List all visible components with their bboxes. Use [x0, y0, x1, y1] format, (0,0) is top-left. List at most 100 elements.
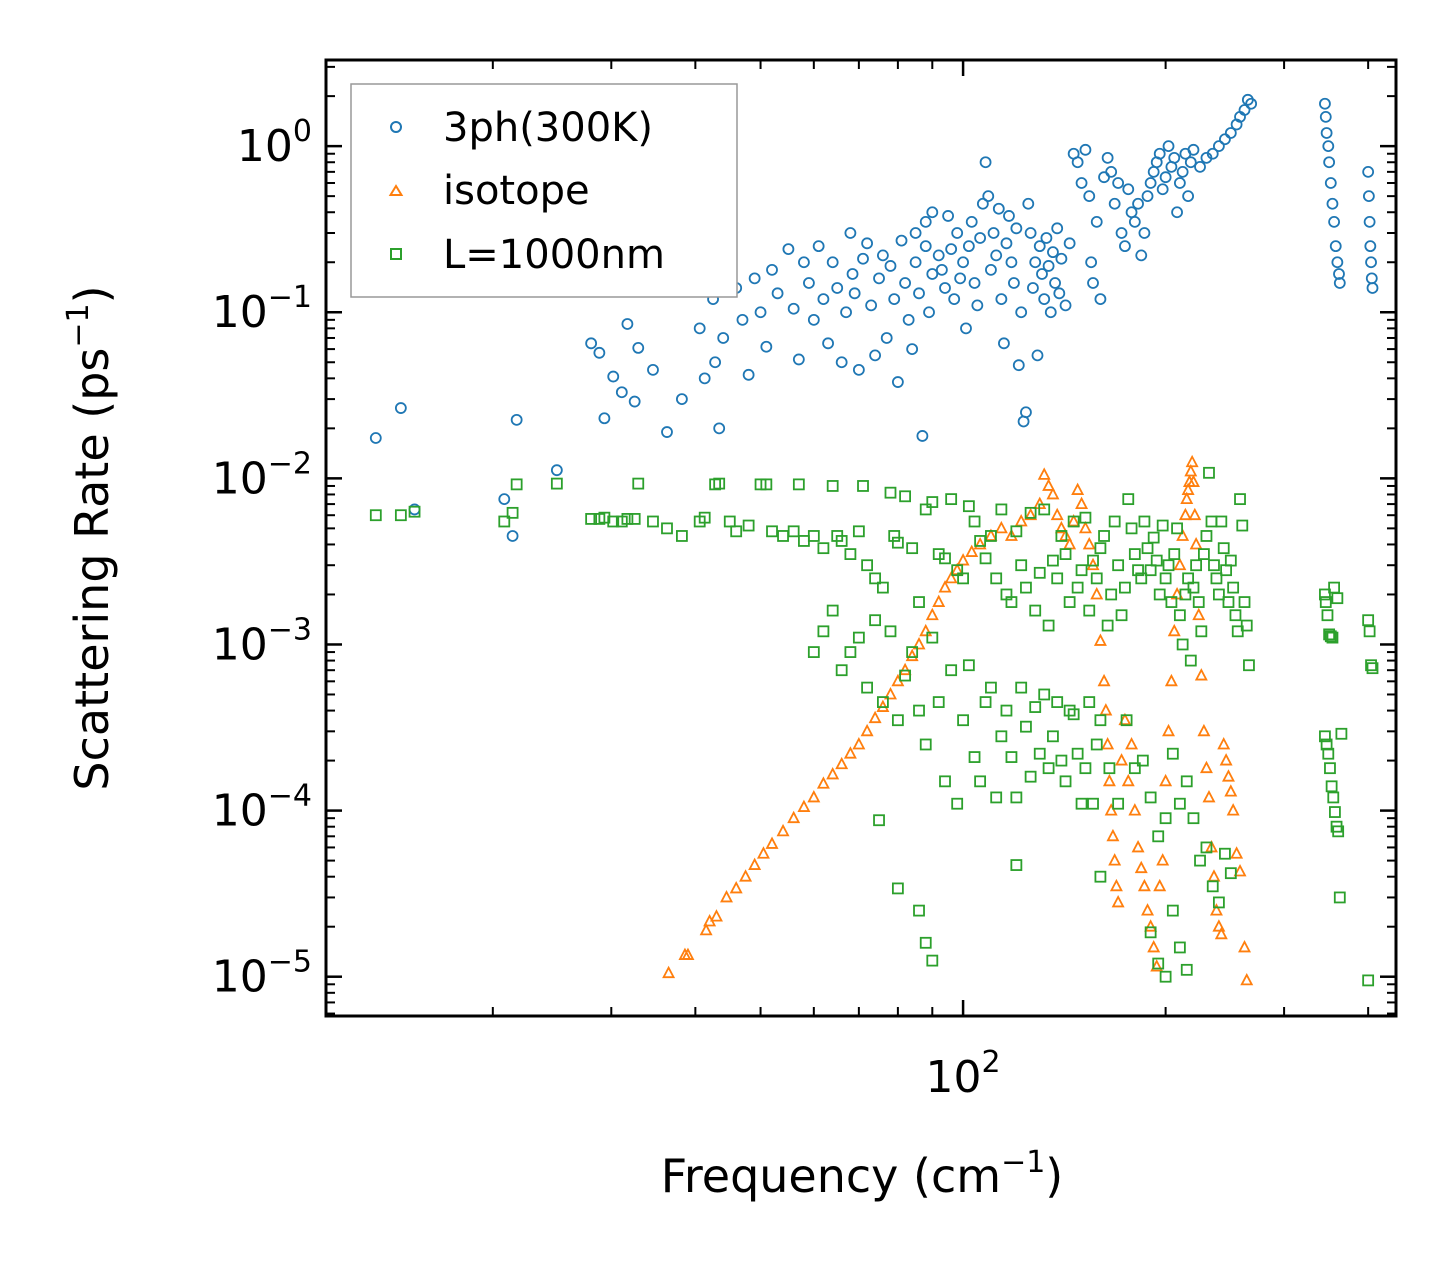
point-3ph-300k-: [1194, 160, 1206, 173]
point-l-1000nm: [1362, 614, 1375, 627]
point-3ph-300k-: [982, 190, 995, 203]
point-3ph-300k-: [1053, 287, 1066, 300]
point-3ph-300k-: [1365, 256, 1377, 269]
y-tick-label: 10−2: [212, 446, 312, 504]
point-isotope: [1046, 487, 1060, 500]
point-isotope: [1050, 507, 1064, 521]
point-isotope: [973, 537, 987, 550]
point-l-1000nm: [1200, 841, 1213, 854]
point-l-1000nm: [1220, 564, 1233, 577]
point-l-1000nm: [1329, 806, 1341, 818]
point-3ph-300k-: [742, 368, 755, 381]
point-l-1000nm: [1033, 747, 1046, 760]
point-l-1000nm: [919, 936, 932, 949]
point-isotope: [1209, 903, 1223, 916]
point-3ph-300k-: [771, 287, 784, 300]
point-3ph-300k-: [1049, 277, 1061, 289]
point-l-1000nm: [723, 515, 736, 528]
point-isotope: [1042, 478, 1056, 491]
point-l-1000nm: [1075, 797, 1088, 810]
point-l-1000nm: [899, 669, 912, 682]
point-3ph-300k-: [1141, 190, 1154, 203]
point-isotope: [1230, 846, 1244, 859]
point-3ph-300k-: [1365, 272, 1378, 285]
point-l-1000nm: [1024, 770, 1037, 783]
point-l-1000nm: [1120, 714, 1133, 727]
point-l-1000nm: [844, 548, 857, 560]
point-l-1000nm: [1179, 588, 1192, 601]
point-l-1000nm: [1015, 681, 1028, 694]
point-isotope: [1086, 557, 1100, 571]
point-l-1000nm: [1147, 531, 1160, 544]
point-3ph-300k-: [844, 227, 857, 239]
y-tick-label: 10−1: [212, 280, 312, 338]
point-l-1000nm: [787, 525, 800, 538]
point-isotope: [1233, 864, 1247, 877]
point-isotope: [1178, 507, 1192, 521]
point-l-1000nm: [506, 506, 519, 519]
point-3ph-300k-: [585, 337, 598, 350]
point-l-1000nm: [1166, 904, 1179, 917]
point-3ph-300k-: [675, 393, 688, 406]
point-l-1000nm: [1217, 542, 1230, 555]
data-points: [369, 93, 1379, 987]
point-3ph-300k-: [899, 277, 912, 289]
point-l-1000nm: [1051, 572, 1064, 585]
point-l-1000nm: [1119, 581, 1131, 594]
point-3ph-300k-: [865, 299, 878, 312]
point-l-1000nm: [884, 625, 897, 638]
point-isotope: [965, 544, 979, 557]
point-l-1000nm: [1038, 688, 1051, 701]
point-3ph-300k-: [607, 370, 620, 383]
point-l-1000nm: [1047, 730, 1059, 743]
point-l-1000nm: [1010, 859, 1023, 871]
point-l-1000nm: [766, 525, 778, 538]
point-l-1000nm: [945, 493, 958, 506]
point-3ph-300k-: [995, 293, 1008, 305]
y-tick-label: 10−4: [212, 779, 312, 837]
point-3ph-300k-: [1187, 143, 1200, 156]
point-3ph-300k-: [891, 376, 904, 388]
point-l-1000nm: [906, 646, 919, 658]
legend-box: [350, 83, 738, 298]
point-3ph-300k-: [913, 287, 925, 300]
point-3ph-300k-: [919, 215, 932, 228]
point-l-1000nm: [932, 696, 945, 708]
point-l-1000nm: [798, 535, 810, 547]
point-3ph-300k-: [1027, 282, 1039, 294]
point-l-1000nm: [913, 904, 925, 917]
point-3ph-300k-: [1000, 237, 1013, 250]
point-isotope: [1054, 520, 1068, 534]
point-l-1000nm: [1333, 891, 1346, 904]
point-l-1000nm: [1187, 581, 1200, 594]
point-isotope: [898, 662, 912, 676]
point-3ph-300k-: [1182, 190, 1195, 203]
point-3ph-300k-: [1147, 165, 1160, 178]
point-l-1000nm: [1324, 762, 1336, 775]
point-3ph-300k-: [992, 202, 1005, 215]
point-l-1000nm: [1087, 554, 1099, 567]
point-isotope: [1224, 784, 1238, 797]
point-3ph-300k-: [1153, 147, 1166, 160]
point-l-1000nm: [1323, 628, 1336, 641]
point-l-1000nm: [1206, 880, 1219, 893]
point-isotope: [1150, 959, 1164, 972]
point-3ph-300k-: [1085, 256, 1098, 269]
point-3ph-300k-: [835, 356, 848, 369]
point-3ph-300k-: [661, 426, 673, 438]
point-3ph-300k-: [754, 306, 767, 319]
point-isotope: [1067, 514, 1081, 527]
point-3ph-300k-: [1063, 237, 1076, 250]
point-3ph-300k-: [621, 318, 634, 330]
point-isotope: [1194, 668, 1208, 681]
point-l-1000nm: [1240, 619, 1253, 632]
point-isotope: [1102, 773, 1116, 787]
point-l-1000nm: [926, 631, 939, 644]
point-l-1000nm: [1135, 572, 1148, 585]
point-isotope: [944, 570, 958, 584]
point-isotope: [1164, 673, 1178, 687]
point-3ph-300k-: [909, 256, 922, 269]
point-l-1000nm: [888, 530, 901, 542]
point-l-1000nm: [1203, 466, 1215, 479]
point-isotope: [1078, 520, 1092, 534]
